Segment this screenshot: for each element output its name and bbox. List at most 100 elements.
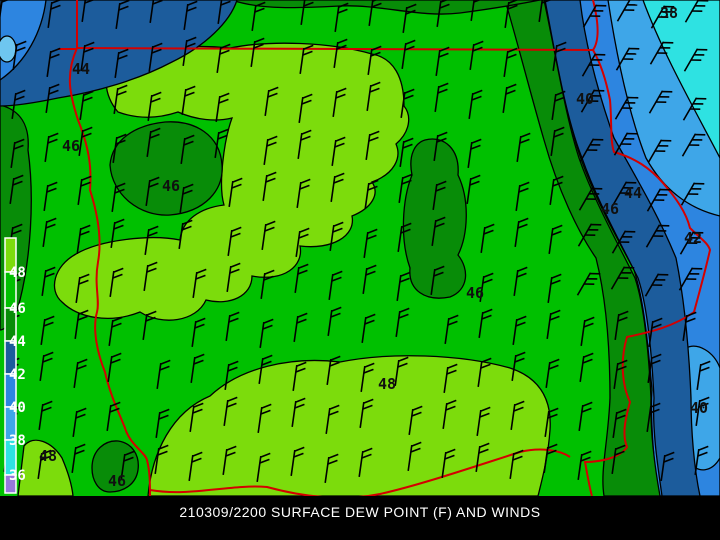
wind-barb	[11, 89, 26, 119]
wind-barb	[682, 311, 697, 341]
wind-barb	[511, 351, 526, 381]
wind-barb	[400, 88, 415, 118]
wind-barb	[257, 403, 272, 433]
wind-barb	[110, 218, 125, 248]
wind-barb	[108, 316, 123, 346]
colorbar-label: 40	[9, 400, 26, 416]
wind-barb	[78, 126, 93, 156]
border-west-top	[58, 0, 78, 50]
wind-barb	[402, 3, 417, 33]
wind-barb	[183, 0, 198, 30]
wind-barb	[120, 450, 135, 480]
contour-region-darkgreen-east	[504, 0, 661, 496]
state-borders	[58, 0, 712, 496]
wind-barb	[327, 306, 342, 336]
wind-barb	[43, 181, 58, 211]
wind-barb	[580, 316, 595, 346]
wind-barb	[330, 172, 345, 202]
wind-barb	[250, 37, 265, 67]
wind-barb	[396, 271, 411, 301]
wind-barb	[113, 84, 128, 114]
wind-barb	[648, 317, 663, 347]
wind-barb	[538, 0, 552, 22]
wind-barb	[394, 356, 409, 386]
wind-barb	[10, 138, 25, 168]
colorbar-label: 44	[9, 334, 26, 350]
wind-barb	[334, 2, 349, 32]
wind-barb	[300, 0, 315, 25]
wind-barb	[189, 402, 204, 432]
wind-barb	[579, 352, 594, 382]
wind-barb	[262, 171, 277, 201]
wind-barb	[610, 266, 635, 290]
wind-barb	[147, 91, 162, 121]
contour-label: 46	[601, 200, 619, 218]
wind-barb	[684, 0, 709, 23]
wind-barb	[112, 133, 127, 163]
contour-label: 48	[378, 375, 396, 393]
wind-barb	[360, 362, 375, 392]
wind-barb	[259, 318, 274, 348]
wind-barb	[545, 358, 560, 388]
wind-barb	[365, 130, 380, 160]
wind-barb	[435, 46, 450, 76]
wind-barb	[263, 135, 278, 165]
border-south	[149, 448, 571, 496]
wind-barb	[80, 41, 95, 71]
wind-barb	[46, 47, 61, 77]
colorbar-label: 36	[9, 468, 26, 484]
wind-barb	[543, 443, 558, 473]
wind-barb	[679, 231, 704, 255]
wind-barb	[683, 48, 708, 72]
colorbar-label: 38	[9, 433, 26, 449]
wind-barb	[468, 89, 483, 119]
wind-barb	[552, 41, 567, 71]
wind-barb	[182, 36, 197, 66]
wind-barb	[615, 47, 640, 71]
wind-barb	[696, 360, 711, 390]
wind-barb	[366, 81, 381, 111]
wind-barb	[407, 441, 422, 471]
wind-barb	[180, 134, 195, 164]
wind-barb	[660, 451, 675, 481]
wind-barb	[76, 224, 91, 254]
wind-barb	[644, 273, 669, 297]
wind-barb	[476, 406, 491, 436]
wind-barb	[74, 309, 89, 339]
wind-barb	[478, 308, 493, 338]
wind-barb	[514, 217, 529, 247]
colorbar-segment	[4, 474, 17, 494]
border-west-missouri-river	[68, 47, 151, 496]
wind-barb	[217, 0, 231, 24]
wind-barb	[578, 401, 593, 431]
contour-region-48-sw	[17, 439, 74, 496]
wind-barb	[192, 268, 207, 298]
wind-barb	[579, 138, 604, 162]
wind-barb	[443, 363, 458, 393]
wind-barb	[616, 0, 641, 22]
wind-barb	[41, 266, 56, 296]
wind-barb	[680, 182, 705, 206]
wind-barb	[148, 42, 163, 72]
wind-barb	[475, 442, 490, 472]
wind-barb	[215, 92, 230, 122]
wind-barb	[399, 137, 414, 167]
wind-barb	[614, 96, 639, 120]
wind-barb	[143, 261, 158, 291]
wind-barb	[326, 355, 341, 385]
wind-barb	[38, 400, 53, 430]
wind-barb	[695, 396, 710, 426]
caption-bar: 210309/2200 SURFACE DEW POINT (F) AND WI…	[0, 496, 720, 540]
wind-barb	[292, 361, 307, 391]
wind-barb	[47, 0, 62, 28]
wind-barb	[398, 173, 413, 203]
wind-barb	[299, 44, 314, 74]
wind-barb	[581, 53, 606, 77]
wind-barb	[251, 1, 266, 31]
wind-barb	[325, 404, 340, 434]
wind-barb	[549, 175, 564, 205]
wind-barb	[477, 357, 492, 387]
contour-label: 42	[684, 229, 702, 247]
wind-barb	[144, 225, 159, 255]
